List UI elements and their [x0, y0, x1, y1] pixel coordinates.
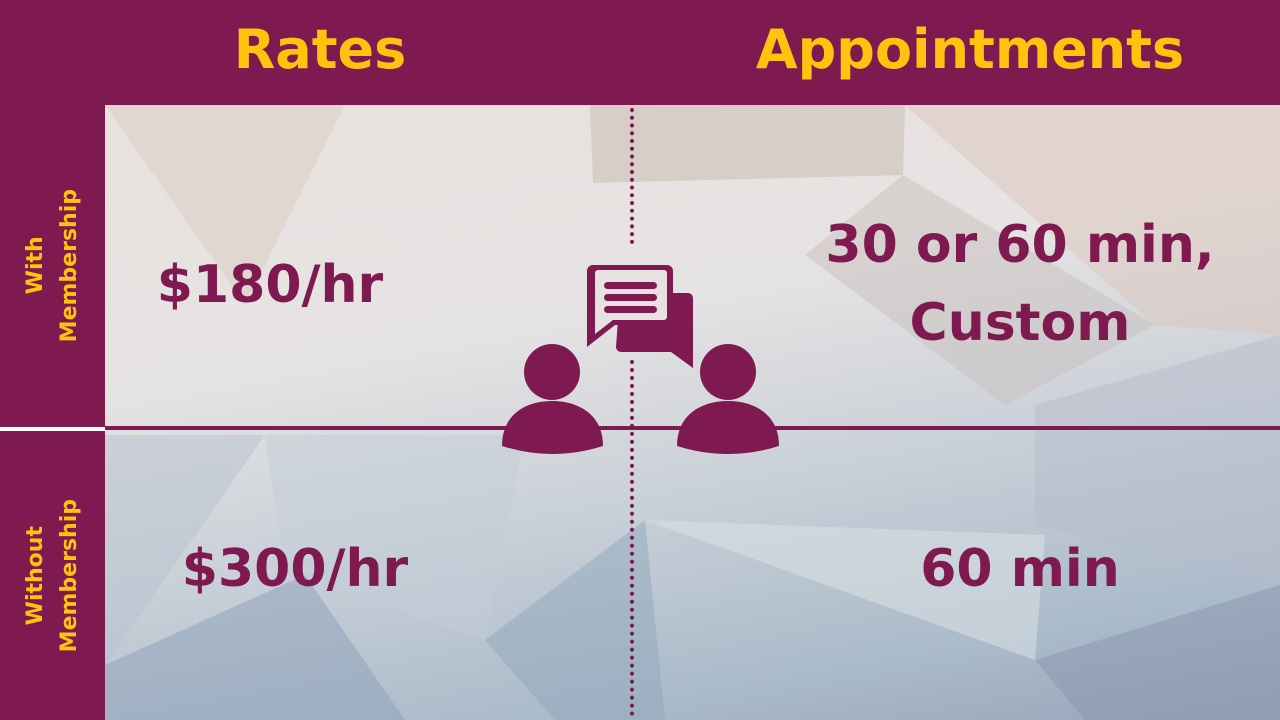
appointment-line2: Custom — [909, 293, 1131, 353]
column-header-appointments: Appointments — [755, 18, 1185, 81]
appointment-with-membership: 30 or 60 min, Custom — [760, 206, 1280, 362]
chat-bubbles-icon — [587, 265, 693, 368]
person-icon — [677, 344, 779, 454]
column-divider-bottom — [630, 360, 638, 716]
appointment-line1: 30 or 60 min, — [825, 215, 1215, 275]
column-divider-top — [630, 108, 638, 244]
rate-with-membership: $180/hr — [156, 255, 384, 315]
polygon-background — [105, 105, 1280, 720]
column-header-rates: Rates — [233, 18, 407, 81]
person-icon — [502, 344, 603, 454]
row-divider-left — [0, 427, 105, 431]
background-panel — [105, 105, 1280, 720]
rate-without-membership: $300/hr — [181, 539, 409, 599]
appointment-without-membership: 60 min — [920, 539, 1120, 599]
